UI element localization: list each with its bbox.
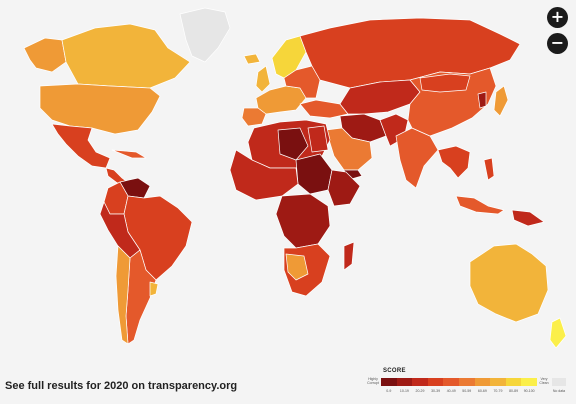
legend-swatch (474, 378, 491, 386)
caribbean[interactable] (111, 149, 147, 159)
legend-range-label: 0-9 (386, 389, 392, 393)
legend-range-label: 90-100 (523, 389, 535, 393)
legend-range-label: 70-79 (493, 389, 503, 393)
indonesia[interactable] (455, 195, 505, 215)
scandinavia[interactable] (271, 35, 307, 79)
score-legend: SCORE Highly Corrupt Very Clean 0-9 10-19… (366, 368, 570, 402)
usa[interactable] (39, 83, 161, 135)
legend-low-label: Highly Corrupt (367, 377, 379, 385)
southeast-asia[interactable] (437, 145, 471, 179)
mexico[interactable] (51, 123, 111, 169)
legend-range-label: 60-69 (477, 389, 487, 393)
legend-range-label: 20-29 (415, 389, 425, 393)
legend-range-label: 30-39 (431, 389, 441, 393)
mongolia[interactable] (419, 73, 471, 93)
legend-title: SCORE (383, 368, 406, 374)
legend-range-label: 40-49 (446, 389, 456, 393)
legend-swatch (381, 378, 397, 386)
korea[interactable] (477, 91, 487, 109)
australia[interactable] (469, 243, 549, 323)
legend-nodata-swatch (552, 378, 566, 386)
greenland[interactable] (179, 7, 231, 63)
zoom-in-button[interactable]: + (547, 7, 568, 28)
legend-range-label: 80-89 (509, 389, 519, 393)
legend-swatch (490, 378, 506, 386)
legend-range-label: 50-59 (462, 389, 472, 393)
legend-swatch (427, 378, 444, 386)
egypt[interactable] (307, 125, 329, 153)
legend-color-bar (381, 378, 537, 386)
libya[interactable] (277, 127, 309, 161)
iceland[interactable] (243, 53, 261, 65)
alaska[interactable] (23, 37, 67, 73)
papua-new-guinea[interactable] (511, 209, 545, 227)
botswana-namibia[interactable] (285, 253, 309, 281)
philippines[interactable] (483, 157, 495, 181)
uk[interactable] (255, 65, 271, 93)
legend-high-label: Very Clean (539, 377, 549, 385)
iberia[interactable] (241, 107, 267, 127)
legend-range-labels: 0-9 10-19 20-29 30-39 40-49 50-59 60-69 70-79 80… (381, 389, 537, 393)
new-zealand[interactable] (549, 317, 567, 349)
arabian-peninsula[interactable] (325, 127, 373, 171)
zoom-out-button[interactable]: − (547, 33, 568, 54)
legend-swatch (396, 378, 413, 386)
madagascar[interactable] (343, 241, 355, 271)
horn-of-africa[interactable] (327, 169, 361, 207)
legend-swatch (458, 378, 475, 386)
legend-swatch (505, 378, 522, 386)
legend-swatch (443, 378, 459, 386)
canada[interactable] (61, 23, 191, 89)
west-africa[interactable] (229, 149, 299, 201)
legend-swatch (412, 378, 428, 386)
japan[interactable] (493, 85, 509, 117)
legend-nodata-label: No data (552, 389, 566, 393)
chile[interactable] (115, 245, 131, 345)
uruguay[interactable] (149, 281, 159, 297)
results-link[interactable]: See full results for 2020 on transparenc… (5, 380, 238, 392)
central-asia[interactable] (339, 79, 421, 115)
legend-swatch (521, 378, 537, 386)
legend-range-label: 10-19 (399, 389, 409, 393)
